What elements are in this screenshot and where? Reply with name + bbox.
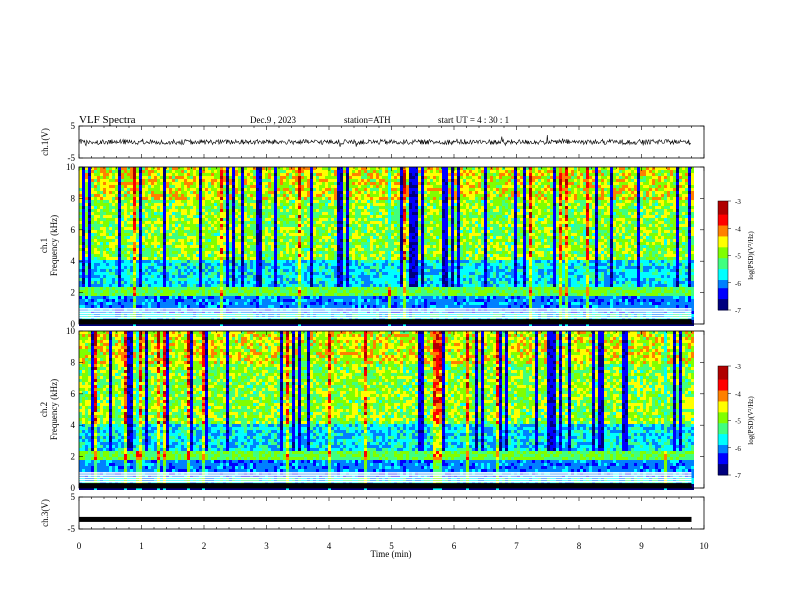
tone-line <box>79 481 692 483</box>
y-tick-label: 5 <box>71 492 76 502</box>
spectrogram-layer <box>79 167 704 490</box>
x-tick-label: 6 <box>452 541 457 551</box>
y-tick-label: 10 <box>66 326 76 336</box>
x-tick-label: 3 <box>264 541 269 551</box>
y-tick-label: 5 <box>71 121 76 131</box>
y-tick-label: -5 <box>68 524 76 534</box>
tone-line <box>79 317 692 319</box>
series-line-ch1 <box>79 135 691 147</box>
tone-line <box>79 315 692 317</box>
y-tick-label: 10 <box>66 162 76 172</box>
y-tick-label: 6 <box>71 225 76 235</box>
tone-line <box>79 474 692 476</box>
colorbar-tick-label: -4 <box>735 390 741 398</box>
colorbar-tick-label: -3 <box>735 363 741 371</box>
y-tick-label: 8 <box>71 193 76 203</box>
y-axis-title-ch2-spectrogram: ch.2Frequency (kHz) <box>39 379 59 440</box>
low-band <box>79 320 692 324</box>
colorbar-ch1-spectrogram: -3 -4 -5 -6 -7 log(PSD)(V²/Hz) <box>718 198 755 315</box>
axis-frame-ch3 <box>79 497 704 529</box>
figure-title: VLF Spectra <box>79 114 136 126</box>
colorbar-tick-label: -4 <box>735 225 741 233</box>
date-label: Dec.9 , 2023 <box>250 115 296 125</box>
colorbar-tick-label: -7 <box>735 472 741 480</box>
series-line-ch3 <box>79 517 692 522</box>
x-tick-label: 7 <box>514 541 519 551</box>
y-tick-label: 2 <box>71 288 76 298</box>
colorbar-tick-label: -3 <box>735 198 741 206</box>
colorbar-tick-label: -6 <box>735 280 741 288</box>
y-axis-title-ch1: ch.1(V) <box>40 128 50 156</box>
colorbar-ch2-spectrogram: -3 -4 -5 -6 -7 log(PSD)(V²/Hz) <box>718 363 755 480</box>
low-band <box>79 484 692 488</box>
x-tick-label: 9 <box>639 541 644 551</box>
x-tick-label: 10 <box>700 541 710 551</box>
colorbar-tick-label: -6 <box>735 445 741 453</box>
y-tick-label: 6 <box>71 389 76 399</box>
colorbar-tick-label: -7 <box>735 307 741 315</box>
x-tick-label: 8 <box>577 541 582 551</box>
colorbar-title: log(PSD)(V²/Hz) <box>747 231 755 280</box>
tone-line <box>79 472 692 474</box>
x-tick-label: 1 <box>139 541 144 551</box>
x-tick-label: 0 <box>77 541 82 551</box>
colorbar-tick-label: -5 <box>735 253 741 261</box>
colorbar-layer: -3 -4 -5 -6 -7 log(PSD)(V²/Hz) -3 -4 -5 -6 -7 log(P… <box>718 198 755 480</box>
y-axis-title-ch3: ch.3(V) <box>40 499 50 527</box>
y-tick-label: 2 <box>71 452 76 462</box>
tone-line <box>79 310 692 312</box>
tone-line <box>79 308 692 310</box>
station-label: station=ATH <box>344 115 391 125</box>
colorbar-tick-label: -5 <box>735 418 741 426</box>
tone-line <box>79 313 692 315</box>
spectrogram-ch2-spectrogram <box>79 331 704 490</box>
y-tick-label: 4 <box>71 256 76 266</box>
colorbar-title: log(PSD)(V²/Hz) <box>747 396 755 445</box>
y-axis-title-ch1-spectrogram: ch.1Frequency (kHz) <box>39 215 59 276</box>
y-tick-label: 8 <box>71 357 76 367</box>
tone-line <box>79 477 692 479</box>
y-tick-label: 4 <box>71 420 76 430</box>
spectrogram-ch1-spectrogram <box>79 167 704 326</box>
tone-line <box>79 479 692 481</box>
x-tick-label: 4 <box>327 541 332 551</box>
start-ut-label: start UT = 4 : 30 : 1 <box>438 115 509 125</box>
x-tick-label: 2 <box>202 541 207 551</box>
x-axis-title: Time (min) <box>371 549 412 559</box>
